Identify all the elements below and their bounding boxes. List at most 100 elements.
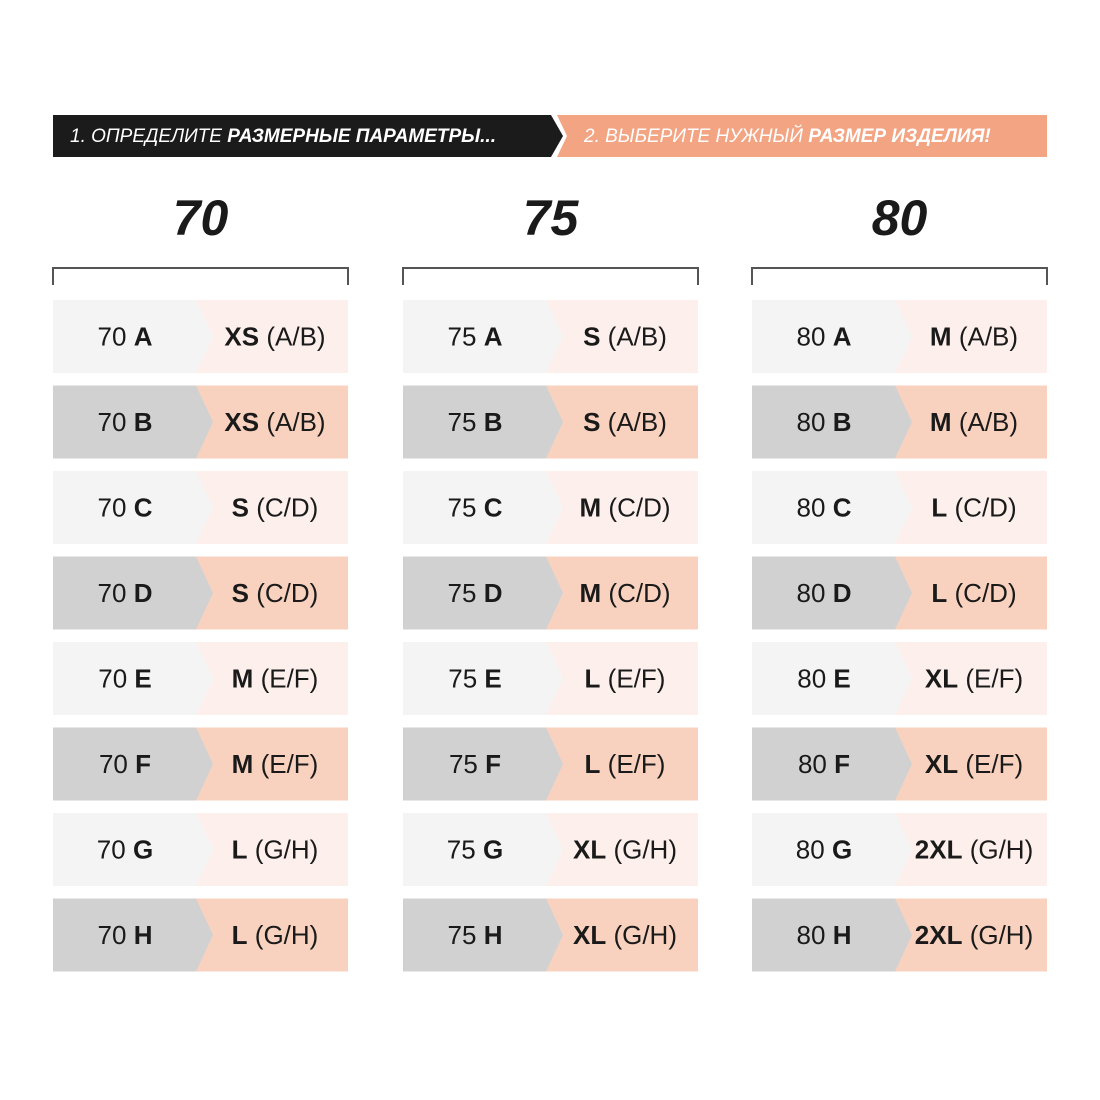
size-cell-bg	[895, 898, 1047, 972]
cup-range: (E/F)	[965, 749, 1023, 779]
cup-range: (A/B)	[266, 321, 325, 351]
size-cell-bg	[196, 300, 348, 373]
cup: F	[834, 749, 850, 779]
band: 70	[98, 663, 127, 693]
cup-range: (E/F)	[261, 663, 319, 693]
product-size: XS (A/B)	[224, 407, 325, 437]
size-cell-bg	[546, 300, 698, 373]
product-size: M (C/D)	[580, 578, 671, 608]
cup: C	[484, 492, 503, 522]
product-size: M (A/B)	[930, 407, 1018, 437]
product-size: M (E/F)	[232, 663, 319, 693]
size-cell-bg	[895, 300, 1047, 373]
band-cell-bg	[403, 898, 563, 972]
band: 75	[448, 407, 477, 437]
cup-range: (G/H)	[613, 920, 677, 950]
size-cell-bg	[196, 727, 348, 801]
band-cup: 70 A	[98, 321, 153, 351]
step1-text: 1. ОПРЕДЕЛИТЕ	[70, 126, 222, 147]
size: XS	[224, 321, 259, 351]
band-cell-bg	[53, 898, 213, 972]
band-cup: 75 B	[448, 407, 503, 437]
cup: B	[833, 407, 852, 437]
product-size: 2XL (G/H)	[915, 834, 1033, 864]
band: 80	[797, 492, 826, 522]
cup: B	[484, 407, 503, 437]
bracket	[52, 267, 349, 285]
product-size: L (E/F)	[585, 749, 666, 779]
size: XS	[224, 407, 259, 437]
band: 80	[796, 834, 825, 864]
band-cup: 80 G	[796, 834, 852, 864]
size: L	[585, 663, 601, 693]
cup-range: (C/D)	[608, 578, 670, 608]
size-cell-bg	[546, 385, 698, 459]
band: 75	[448, 492, 477, 522]
band-cell-bg	[53, 642, 213, 715]
size-cell-bg	[546, 898, 698, 972]
size: L	[931, 578, 947, 608]
cup: F	[485, 749, 501, 779]
size: L	[585, 749, 601, 779]
product-size: M (E/F)	[232, 749, 319, 779]
bracket	[751, 267, 1048, 285]
size-cell-bg	[196, 556, 348, 630]
step1-bar	[53, 115, 563, 157]
product-size: XL (E/F)	[925, 663, 1023, 693]
band-cell-bg	[403, 556, 563, 630]
band-cup: 70 B	[98, 407, 153, 437]
step1-bold: РАЗМЕРНЫЕ ПАРАМЕТРЫ...	[227, 126, 496, 147]
size: S	[232, 578, 249, 608]
product-size: XL (G/H)	[573, 920, 677, 950]
band-cell-bg	[403, 385, 563, 459]
band-cup: 75 A	[448, 321, 503, 351]
band-cup: 75 D	[448, 578, 503, 608]
size: S	[232, 492, 249, 522]
band-cup: 70 F	[99, 749, 151, 779]
cup: D	[833, 578, 852, 608]
cup: A	[484, 321, 503, 351]
step2-text: 2. ВЫБЕРИТЕ НУЖНЫЙ	[583, 125, 803, 147]
size-cell-bg	[895, 813, 1047, 886]
band-cup: 75 H	[448, 920, 503, 950]
size: M	[580, 492, 602, 522]
cup: C	[134, 492, 153, 522]
band-cup: 80 E	[797, 663, 851, 693]
cup: D	[134, 578, 153, 608]
size: L	[232, 920, 248, 950]
cup: B	[134, 407, 153, 437]
band: 70	[98, 407, 127, 437]
band-cell-bg	[53, 813, 213, 886]
band-cup: 70 H	[98, 920, 153, 950]
band-cell-bg	[752, 813, 912, 886]
product-size: S (C/D)	[232, 492, 319, 522]
product-size: XS (A/B)	[224, 321, 325, 351]
band: 75	[448, 321, 477, 351]
size-cell-bg	[546, 727, 698, 801]
band-cell-bg	[53, 471, 213, 544]
band-cell-bg	[752, 556, 912, 630]
band-cup: 75 F	[449, 749, 501, 779]
band: 70	[98, 321, 127, 351]
size-cell-bg	[895, 556, 1047, 630]
size-cell-bg	[546, 813, 698, 886]
cup-range: (G/H)	[255, 920, 319, 950]
cup-range: (A/B)	[266, 407, 325, 437]
cup-range: (C/D)	[256, 578, 318, 608]
band: 70	[98, 578, 127, 608]
cup: H	[134, 920, 153, 950]
band: 75	[447, 834, 476, 864]
cup-range: (G/H)	[970, 920, 1034, 950]
cup-range: (E/F)	[608, 749, 666, 779]
band: 70	[98, 920, 127, 950]
band-cup: 80 A	[797, 321, 852, 351]
step2-label: 2. ВЫБЕРИТЕ НУЖНЫЙ РАЗМЕР ИЗДЕЛИЯ!	[583, 125, 991, 147]
size: XL	[573, 920, 606, 950]
band: 80	[797, 663, 826, 693]
band-cup: 80 H	[797, 920, 852, 950]
cup-range: (C/D)	[608, 492, 670, 522]
band: 75	[448, 920, 477, 950]
band-cup: 80 C	[797, 492, 852, 522]
band-cell-bg	[752, 300, 912, 373]
